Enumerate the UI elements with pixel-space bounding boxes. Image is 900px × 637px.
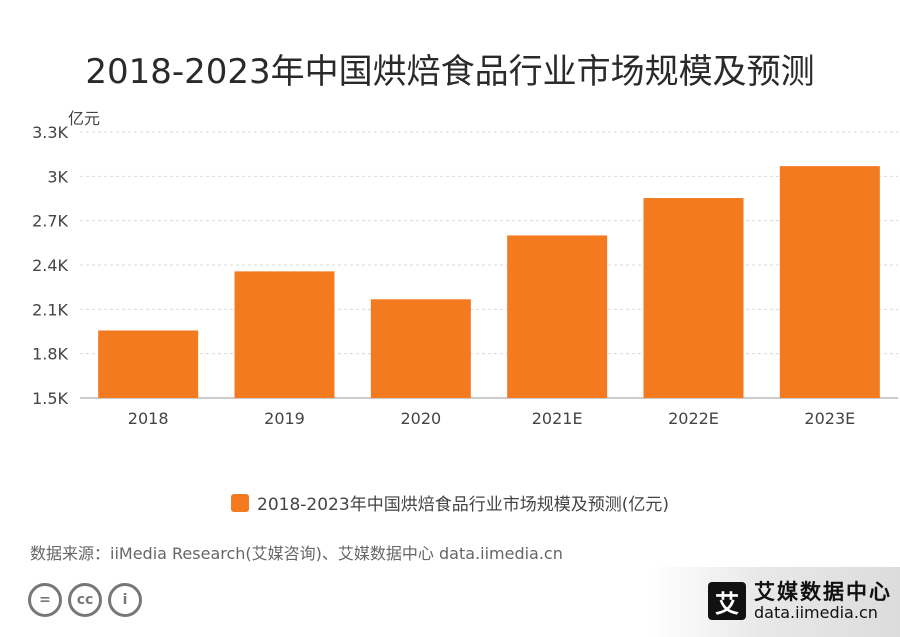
brand-url: data.iimedia.cn bbox=[754, 603, 878, 623]
legend-label: 2018-2023年中国烘焙食品行业市场规模及预测(亿元) bbox=[257, 495, 669, 515]
cc-license-icons: = cc i bbox=[28, 583, 142, 617]
y-tick-label: 2.1K bbox=[32, 300, 68, 319]
x-tick-label: 2023E bbox=[804, 409, 855, 428]
x-tick-label: 2019 bbox=[264, 409, 305, 428]
x-tick-label: 2018 bbox=[128, 409, 169, 428]
brand-logo-block: 艾 艾媒数据中心 data.iimedia.cn bbox=[708, 580, 892, 623]
source-note: 数据来源：iiMedia Research(艾媒咨询)、艾媒数据中心 data.… bbox=[30, 544, 563, 563]
brand-background bbox=[650, 567, 900, 637]
bar-2021E bbox=[507, 235, 608, 398]
x-tick-label: 2021E bbox=[532, 409, 583, 428]
x-tick-label: 2022E bbox=[668, 409, 719, 428]
legend: 2018-2023年中国烘焙食品行业市场规模及预测(亿元) bbox=[0, 490, 900, 515]
brand-logo-icon: 艾 bbox=[708, 582, 746, 621]
legend-swatch bbox=[231, 493, 250, 512]
bar-2020 bbox=[370, 299, 471, 398]
y-tick-label: 3.3K bbox=[32, 123, 68, 142]
cc-cc-icon: cc bbox=[68, 583, 102, 617]
chart-title: 2018-2023年中国烘焙食品行业市场规模及预测 bbox=[85, 52, 815, 92]
y-tick-label: 1.5K bbox=[32, 389, 68, 408]
y-tick-label: 2.7K bbox=[32, 212, 68, 231]
y-axis-unit-label: 亿元 bbox=[68, 109, 100, 128]
brand-name: 艾媒数据中心 bbox=[754, 580, 892, 604]
bar-2022E bbox=[643, 198, 744, 398]
cc-equal-icon: = bbox=[28, 583, 62, 617]
bar-2018 bbox=[98, 330, 199, 398]
y-tick-label: 3K bbox=[47, 167, 68, 186]
cc-person-icon: i bbox=[108, 583, 142, 617]
bar-chart: 亿元 1.5K 1.8K 2.1K 2.4K 2.7K 3K 3.3K 2018 2019 2020… bbox=[32, 109, 898, 428]
y-tick-label: 1.8K bbox=[32, 345, 68, 364]
x-tick-label: 2020 bbox=[400, 409, 441, 428]
bar-2023E bbox=[779, 166, 880, 398]
bar-2019 bbox=[234, 271, 335, 398]
y-tick-label: 2.4K bbox=[32, 256, 68, 275]
